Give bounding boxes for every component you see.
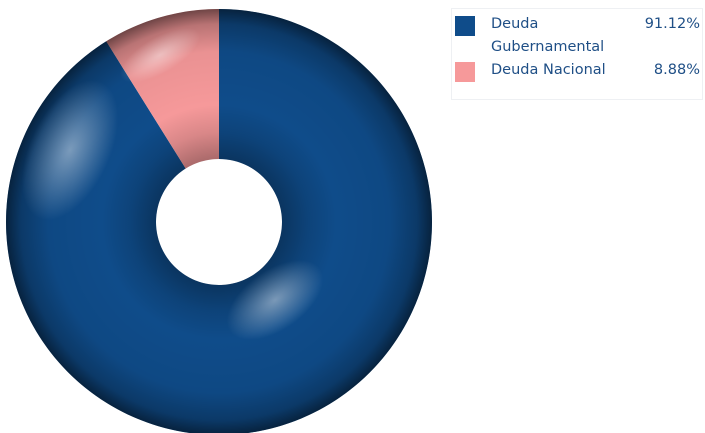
legend-label: Deuda Nacional — [491, 62, 606, 78]
legend-value: 91.12% — [644, 16, 700, 32]
legend-label: Deuda Gubernamental — [491, 16, 605, 55]
legend-swatch — [455, 16, 475, 36]
legend-swatch — [455, 62, 475, 82]
legend-value: 8.88% — [653, 62, 700, 78]
donut-highlight-left — [21, 79, 119, 221]
donut-highlight-top — [120, 27, 200, 83]
donut-highlight-right — [226, 260, 324, 340]
legend: Deuda Gubernamental 91.12% Deuda Naciona… — [451, 8, 703, 100]
donut-shading — [6, 9, 432, 433]
